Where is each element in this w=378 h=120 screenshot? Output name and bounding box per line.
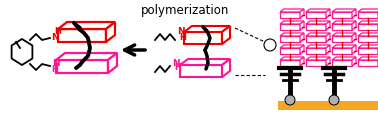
Circle shape [329,95,339,105]
Polygon shape [280,9,304,12]
Polygon shape [358,9,378,12]
Circle shape [264,39,276,51]
Polygon shape [332,21,356,24]
Polygon shape [280,48,300,54]
Polygon shape [332,36,352,42]
Polygon shape [184,26,230,32]
FancyBboxPatch shape [278,101,378,110]
Polygon shape [306,21,330,24]
Text: N: N [51,33,59,42]
Polygon shape [222,59,230,77]
Polygon shape [300,21,304,30]
Text: N: N [52,60,60,69]
Polygon shape [332,48,352,54]
Polygon shape [352,33,356,42]
Polygon shape [306,12,326,18]
Polygon shape [300,45,304,54]
Polygon shape [332,60,352,66]
Polygon shape [280,24,300,30]
Text: polymerization: polymerization [141,4,229,17]
Polygon shape [352,21,356,30]
Text: H: H [179,33,186,42]
Polygon shape [180,59,230,65]
Polygon shape [306,60,326,66]
Text: H: H [174,63,181,72]
Polygon shape [58,29,106,42]
Polygon shape [326,45,330,54]
Polygon shape [326,9,330,18]
Polygon shape [332,24,352,30]
Text: N: N [177,27,184,36]
Text: H: H [51,65,58,73]
Polygon shape [358,36,378,42]
Polygon shape [358,12,378,18]
Polygon shape [300,57,304,66]
Polygon shape [300,9,304,18]
Polygon shape [332,9,356,12]
Polygon shape [300,33,304,42]
Polygon shape [306,36,326,42]
Polygon shape [332,45,356,48]
Circle shape [285,95,295,105]
Polygon shape [358,21,378,24]
Polygon shape [106,22,115,42]
Polygon shape [358,24,378,30]
Polygon shape [180,65,222,77]
Polygon shape [326,57,330,66]
Polygon shape [280,57,304,60]
Polygon shape [280,60,300,66]
Polygon shape [352,9,356,18]
Text: N: N [172,59,180,67]
Text: H: H [54,27,61,36]
Polygon shape [358,33,378,36]
Polygon shape [332,12,352,18]
Polygon shape [326,21,330,30]
Polygon shape [280,45,304,48]
Polygon shape [306,48,326,54]
Polygon shape [358,45,378,48]
Polygon shape [280,21,304,24]
Polygon shape [326,33,330,42]
Polygon shape [306,33,330,36]
Polygon shape [280,36,300,42]
Polygon shape [12,39,33,65]
Polygon shape [280,12,300,18]
Polygon shape [222,26,230,44]
Polygon shape [108,53,117,73]
Polygon shape [306,9,330,12]
Polygon shape [332,57,356,60]
Polygon shape [358,48,378,54]
Polygon shape [56,60,108,73]
Polygon shape [58,22,115,29]
Polygon shape [352,45,356,54]
Polygon shape [358,57,378,60]
Polygon shape [306,24,326,30]
Polygon shape [280,33,304,36]
Polygon shape [352,57,356,66]
Polygon shape [306,45,330,48]
Polygon shape [56,53,117,60]
Polygon shape [306,57,330,60]
Polygon shape [184,32,222,44]
Polygon shape [358,60,378,66]
Polygon shape [332,33,356,36]
